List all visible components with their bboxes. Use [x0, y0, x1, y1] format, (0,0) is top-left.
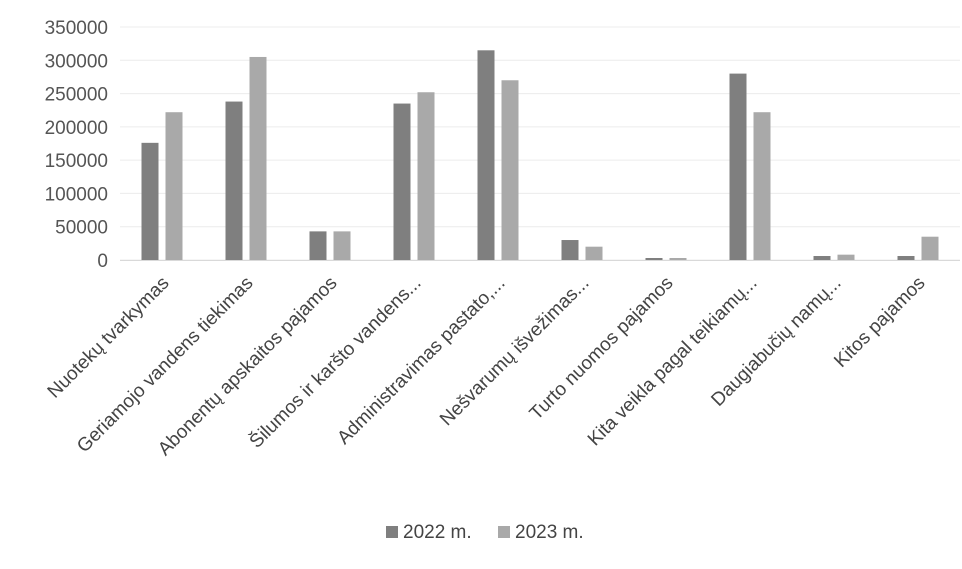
- bars: [141, 50, 939, 261]
- bar-2022: [645, 258, 663, 260]
- x-category-label: Administravimas pastato,...: [333, 273, 509, 449]
- bar-2022: [813, 256, 831, 260]
- bar-2023: [753, 112, 771, 260]
- bar-2023: [417, 92, 435, 261]
- bar-2023: [921, 236, 939, 260]
- legend-swatch-2022: [386, 526, 398, 538]
- gridlines: [120, 26, 960, 261]
- x-category-label: Nešvarumų išvežimas...: [436, 273, 593, 430]
- bar-2023: [585, 246, 603, 260]
- bar-2023: [837, 254, 855, 260]
- y-axis-tick-labels: 0 50000 100000 150000 200000 250000 300000 3500…: [45, 18, 108, 272]
- bar-2022: [309, 231, 327, 260]
- bar-2022: [477, 50, 495, 260]
- y-tick-label: 200000: [45, 118, 108, 139]
- bar-2022: [897, 256, 915, 260]
- x-category-label: Geriamojo vandens tiekimas: [73, 273, 257, 457]
- bar-2023: [501, 80, 519, 260]
- y-tick-label: 50000: [55, 218, 108, 239]
- bar-2022: [729, 73, 747, 260]
- legend-label-2023: 2023 m.: [515, 522, 584, 543]
- x-category-label: Kita veikla pagal teikiamų...: [584, 273, 762, 451]
- legend: 2022 m. 2023 m.: [386, 522, 584, 543]
- x-category-label: Šilumos ir karšto vandens...: [245, 272, 426, 453]
- x-category-label: Turto nuomos pajamos: [526, 273, 678, 425]
- bar-2022: [225, 101, 243, 260]
- y-tick-label: 250000: [45, 85, 108, 106]
- y-tick-label: 100000: [45, 184, 108, 205]
- bar-2023: [669, 258, 687, 260]
- bar-2022: [141, 142, 159, 260]
- y-tick-label: 150000: [45, 151, 108, 172]
- y-tick-label: 350000: [45, 18, 108, 39]
- bar-2023: [333, 231, 351, 260]
- bar-2022: [561, 240, 579, 260]
- bar-2023: [165, 112, 183, 260]
- bar-2022: [393, 103, 411, 260]
- bar-2023: [249, 56, 267, 261]
- y-tick-label: 300000: [45, 51, 108, 72]
- legend-label-2022: 2022 m.: [403, 522, 472, 543]
- x-category-label: Abonentų apskaitos pajamos: [154, 273, 341, 460]
- legend-swatch-2023: [498, 526, 510, 538]
- y-tick-label: 0: [97, 251, 108, 272]
